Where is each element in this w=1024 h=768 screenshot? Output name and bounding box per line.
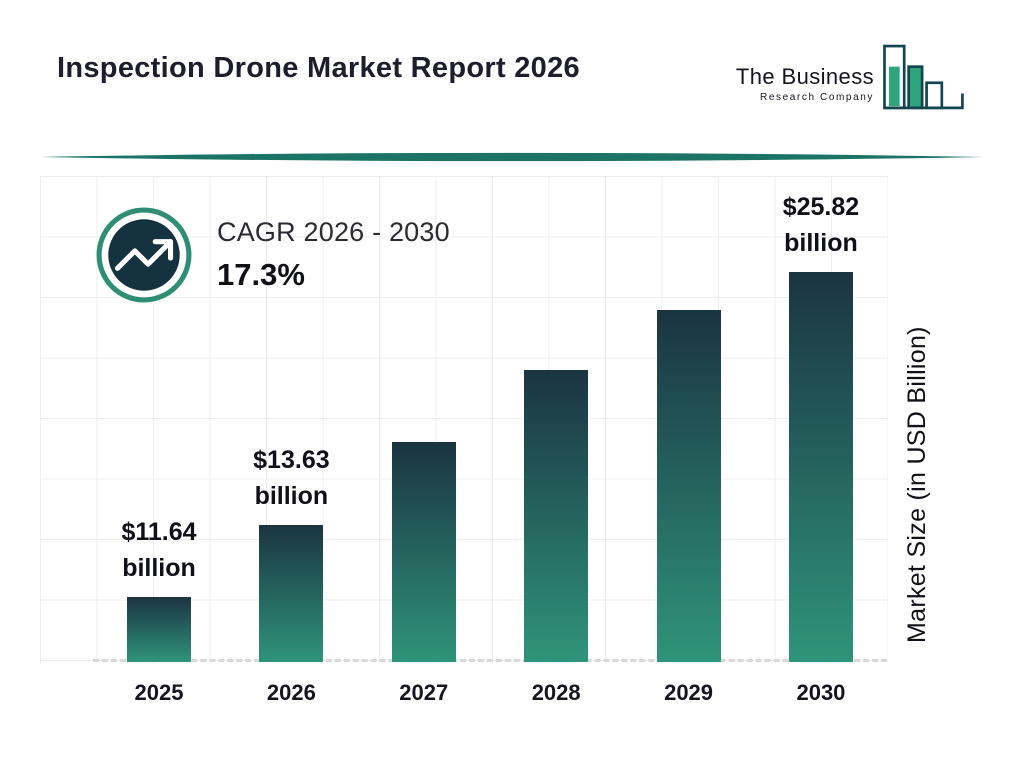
bar-2030 xyxy=(788,272,853,662)
x-tick-2029: 2029 xyxy=(664,680,714,705)
bar-2026 xyxy=(259,525,324,662)
trending-up-icon xyxy=(96,207,192,303)
x-tick-2027: 2027 xyxy=(399,680,449,705)
company-logo-text: The Business Research Company xyxy=(736,64,874,103)
bar-2025 xyxy=(127,597,191,662)
bar-2027 xyxy=(391,442,456,662)
cagr-value: 17.3% xyxy=(217,257,305,292)
x-tick-2026: 2026 xyxy=(266,680,316,705)
y-axis-label: Market Size (in USD Billion) xyxy=(903,326,931,643)
cagr-badge: CAGR 2026 - 2030 17.3% xyxy=(95,206,450,304)
bar-column-2030: $25.82 billion xyxy=(755,180,887,662)
company-logo: The Business Research Company xyxy=(736,42,966,120)
page-title: Inspection Drone Market Report 2026 xyxy=(57,52,580,84)
bar-value-label-2025: $11.64 billion xyxy=(121,518,197,582)
bar-column-2025: $11.64 billion xyxy=(93,180,225,662)
header-divider xyxy=(40,152,985,162)
bar-column-2026: $13.63 billion xyxy=(225,180,357,662)
logo-bars-icon xyxy=(883,44,964,110)
x-axis-baseline xyxy=(93,659,887,662)
bar-column-2029 xyxy=(623,180,755,662)
bar-chart: $11.64 billion $13.63 billion $25.82 billion xyxy=(93,180,887,662)
bar-value-label-2030: $25.82 billion xyxy=(782,193,860,257)
logo-subname: Research Company xyxy=(760,92,874,103)
x-tick-2028: 2028 xyxy=(531,680,581,705)
cagr-label: CAGR 2026 - 2030 xyxy=(217,217,450,247)
x-tick-2025: 2025 xyxy=(134,680,184,705)
cagr-text: CAGR 2026 - 2030 17.3% xyxy=(217,217,450,293)
x-tick-2030: 2030 xyxy=(796,680,846,705)
logo-name: The Business xyxy=(735,64,874,89)
bar-column-2028 xyxy=(490,180,622,662)
bar-column-2027 xyxy=(358,180,490,662)
bar-value-label-2026: $13.63 billion xyxy=(253,446,330,510)
bar-2029 xyxy=(656,310,721,662)
x-axis-ticks: 2025 2026 2027 2028 2029 2030 xyxy=(93,680,887,706)
bar-2028 xyxy=(524,370,589,662)
